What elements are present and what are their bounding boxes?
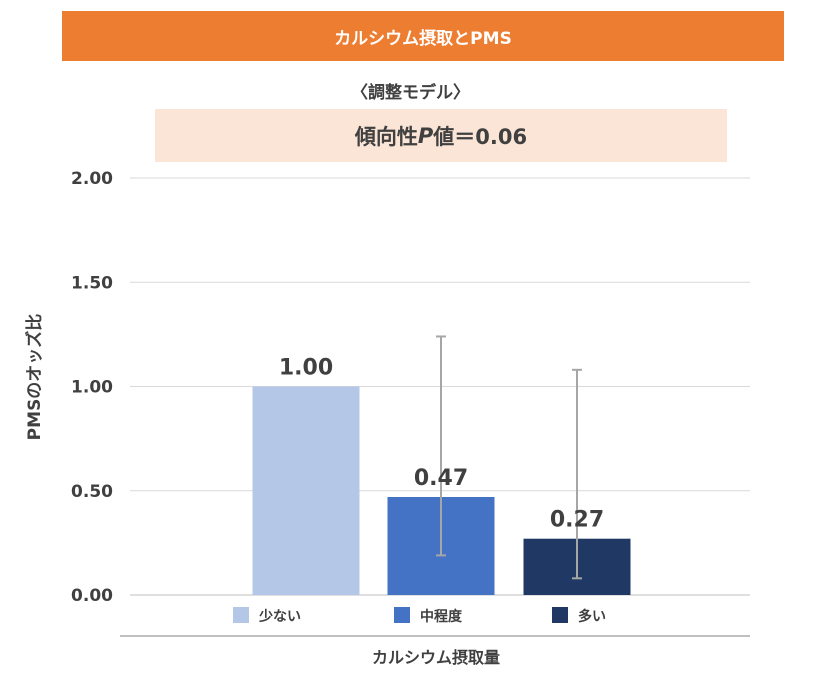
legend-swatch-1 xyxy=(233,607,249,623)
error-bars xyxy=(436,335,582,580)
y-tick-labels: 0.00 0.50 1.00 1.50 2.00 xyxy=(71,169,113,606)
trend-p-letter: P xyxy=(417,123,434,148)
trend-prefix: 傾向性 xyxy=(354,124,418,149)
y-tick-label: 0.00 xyxy=(71,586,113,606)
y-tick-label: 2.00 xyxy=(71,169,113,189)
data-labels: 1.00 0.47 0.27 xyxy=(279,356,604,533)
legend-label-1: 少ない xyxy=(258,608,301,625)
x-axis-label: カルシウム摂取量 xyxy=(372,648,500,667)
y-tick-label: 0.50 xyxy=(71,482,113,502)
legend-swatch-3 xyxy=(552,607,568,623)
data-label: 0.47 xyxy=(414,466,468,491)
trend-p-value-box: 傾向性 P 値＝0.06 xyxy=(155,109,727,162)
chart-banner: カルシウム摂取とPMS xyxy=(62,11,784,61)
error-bar-3 xyxy=(572,368,582,580)
y-tick-label: 1.50 xyxy=(71,273,113,293)
legend-swatch-2 xyxy=(394,607,410,623)
legend-label-2: 中程度 xyxy=(420,608,463,625)
chart-subtitle: 〈調整モデル〉 xyxy=(351,83,470,103)
y-tick-label: 1.00 xyxy=(71,378,113,398)
legend: 少ない 中程度 多い xyxy=(233,607,606,625)
data-label: 1.00 xyxy=(279,356,333,381)
y-axis-label: PMSのオッズ比 xyxy=(24,314,45,441)
legend-label-3: 多い xyxy=(578,608,606,625)
banner-title: カルシウム摂取とPMS xyxy=(334,28,512,49)
bar-1 xyxy=(252,386,360,595)
data-label: 0.27 xyxy=(550,508,604,533)
error-bar-2 xyxy=(436,335,446,557)
trend-suffix: 値＝0.06 xyxy=(433,124,528,149)
